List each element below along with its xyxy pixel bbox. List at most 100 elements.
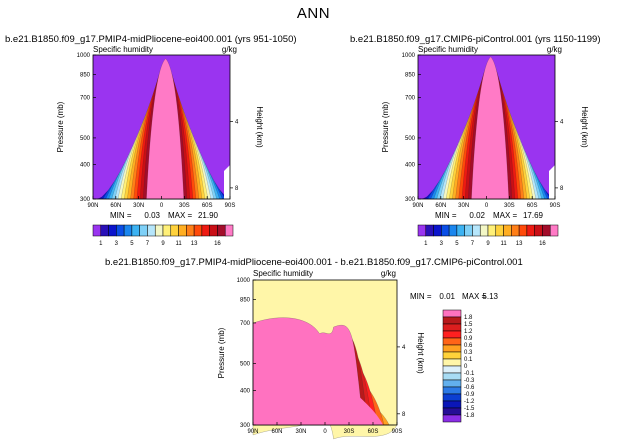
panel3-colorbar: 1.81.51.20.90.60.30.10-0.1-0.3-0.6-0.9-1… — [442, 309, 475, 423]
panel3-contours — [252, 280, 398, 440]
panel2-axes: 90N 60N 30N 0 30S 60S 90S 300 400 500 700 850 1000 8 4 — [402, 53, 564, 209]
panel3-xtick-label: 60N — [271, 429, 282, 435]
panel3-ytick-label: 400 — [240, 388, 251, 394]
panel1-colorbar-swatch — [131, 224, 140, 237]
panel1-max-label: MAX = — [168, 211, 193, 220]
panel2-xtick-label: 90S — [550, 203, 561, 209]
panel3-colorbar-label: -1.8 — [464, 413, 475, 419]
panel1-ytick-label: 700 — [80, 96, 91, 102]
panel1-colorbar-swatch — [170, 224, 179, 237]
panel1-ytick-label: 850 — [80, 72, 91, 78]
panel2-xtick-label: 30S — [504, 203, 515, 209]
panel1-colorbar-swatch — [108, 224, 117, 237]
panel3-ytick-label: 300 — [240, 423, 251, 429]
panel3-colorbar-swatch — [442, 316, 462, 325]
panel2-y2tick-label: 8 — [560, 186, 564, 192]
panel3-colorbar-swatch — [442, 372, 462, 381]
panel3-variable: Specific humidity — [253, 269, 313, 278]
panel1-ylabel: Pressure (mb) — [56, 101, 65, 152]
panel1-missing — [224, 165, 230, 199]
panel2-colorbar-swatch — [456, 224, 465, 237]
panel3-colorbar-label: 0 — [464, 364, 468, 370]
panel1-colorbar-label: 7 — [146, 241, 150, 247]
panel1-colorbar-swatch — [193, 224, 203, 237]
panel2-colorbar-label: 7 — [471, 241, 475, 247]
panel2-colorbar-swatch — [417, 224, 427, 237]
panel3-ytick-label: 850 — [240, 298, 251, 304]
panel3-max-label: MAX = — [462, 292, 487, 301]
panel2-contours — [418, 55, 556, 200]
panel2-colorbar-swatch — [441, 224, 450, 237]
panel1-ytick-label: 1000 — [77, 53, 91, 59]
panel2-ytick-label: 300 — [405, 197, 416, 203]
panel2-title: b.e21.B1850.f09_g17.CMIP6-piControl.001 … — [350, 34, 601, 45]
panel1-colorbar-swatch — [186, 224, 195, 237]
panel2-colorbar-swatch — [542, 224, 551, 237]
panel3-colorbar-label: -0.3 — [464, 378, 475, 384]
panel1-colorbar-swatch — [116, 224, 125, 237]
panel2-colorbar-swatch — [534, 224, 543, 237]
panel3-colorbar-swatch — [442, 358, 462, 367]
panel3-chart: Specific humidity g/kg 90N 60N 30N 0 30S 60S 9… — [217, 269, 499, 440]
panel1-ytick-label: 300 — [80, 197, 91, 203]
panel3-colorbar-label: 1.2 — [464, 329, 473, 335]
panel3-xtick-label: 90S — [392, 429, 403, 435]
panel1-colorbar-swatch — [154, 224, 164, 237]
panel2-colorbar-swatch — [487, 224, 497, 237]
panel2-colorbar-label: 13 — [516, 241, 523, 247]
panel2-colorbar-swatch — [433, 224, 442, 237]
panel2-max-label: MAX = — [493, 211, 518, 220]
panel3-colorbar-label: 0.6 — [464, 343, 473, 349]
panel1-xtick-label: 30N — [133, 203, 144, 209]
panel1-colorbar-swatch — [201, 224, 210, 237]
panel2-chart: Specific humidity g/kg 90N 60N 30N 0 30S 60S 9… — [381, 45, 589, 247]
panel2-min-value: 0.02 — [469, 211, 485, 220]
panel1-colorbar-swatch — [209, 224, 218, 237]
panel3-ytick-label: 500 — [240, 361, 251, 367]
panel3-xtick-label: 90N — [247, 429, 258, 435]
panel1-colorbar-label: 5 — [130, 241, 134, 247]
panel2-colorbar-swatch — [549, 224, 559, 237]
panel3-ylabel: Pressure (mb) — [217, 327, 226, 378]
page-title: ANN — [296, 5, 331, 22]
panel1-colorbar-swatch — [92, 224, 102, 237]
panel3-colorbar-label: 0.9 — [464, 336, 473, 342]
panel3-xtick-label: 60S — [368, 429, 379, 435]
panel2-colorbar-swatch — [472, 224, 481, 237]
panel3-colorbar-label: -0.9 — [464, 392, 475, 398]
panel2-xtick-label: 90N — [412, 203, 423, 209]
panel3-colorbar-swatch — [442, 365, 462, 374]
panel1-title: b.e21.B1850.f09_g17.PMIP4-midPliocene-eo… — [5, 34, 297, 45]
panel1-variable: Specific humidity — [93, 45, 153, 54]
panel1-xtick-label: 90N — [87, 203, 98, 209]
panel3-colorbar-label: -0.1 — [464, 371, 475, 377]
panel2-colorbar-swatch — [425, 224, 434, 237]
panel2-colorbar-swatch — [526, 224, 535, 237]
panel2-ytick-label: 700 — [405, 96, 416, 102]
panel3-colorbar-swatch — [442, 309, 462, 318]
panel2-colorbar-swatch — [503, 224, 512, 237]
panel3-colorbar-swatch — [442, 407, 462, 416]
panel1-units: g/kg — [222, 45, 237, 54]
panel2-y2tick-label: 4 — [560, 119, 564, 125]
panel3-colorbar-swatch — [442, 414, 462, 423]
panel3-ytick-label: 700 — [240, 321, 251, 327]
panel1-xtick-label: 60N — [110, 203, 121, 209]
panel1-colorbar-swatch — [224, 224, 234, 237]
panel3-colorbar-label: 1.8 — [464, 315, 473, 321]
panel2-colorbar-label: 3 — [440, 241, 444, 247]
panel3-colorbar-swatch — [442, 393, 462, 402]
panel3-y2tick-label: 8 — [402, 412, 406, 418]
panel2-xtick-label: 60N — [435, 203, 446, 209]
panel1-colorbar-swatch — [147, 224, 156, 237]
panel2-colorbar-swatch — [511, 224, 520, 237]
panel1-colorbar-label: 11 — [175, 241, 182, 247]
panel3-colorbar-swatch — [442, 351, 462, 360]
panel1-y2tick-label: 4 — [235, 119, 239, 125]
panel1-colorbar-swatch — [139, 224, 148, 237]
panel1-colorbar-swatch — [162, 224, 172, 237]
panel2-colorbar-label: 5 — [455, 241, 459, 247]
panel1-y2tick-label: 8 — [235, 186, 239, 192]
panel1-xtick-label: 30S — [179, 203, 190, 209]
panel3-min-label: MIN = — [410, 292, 432, 301]
